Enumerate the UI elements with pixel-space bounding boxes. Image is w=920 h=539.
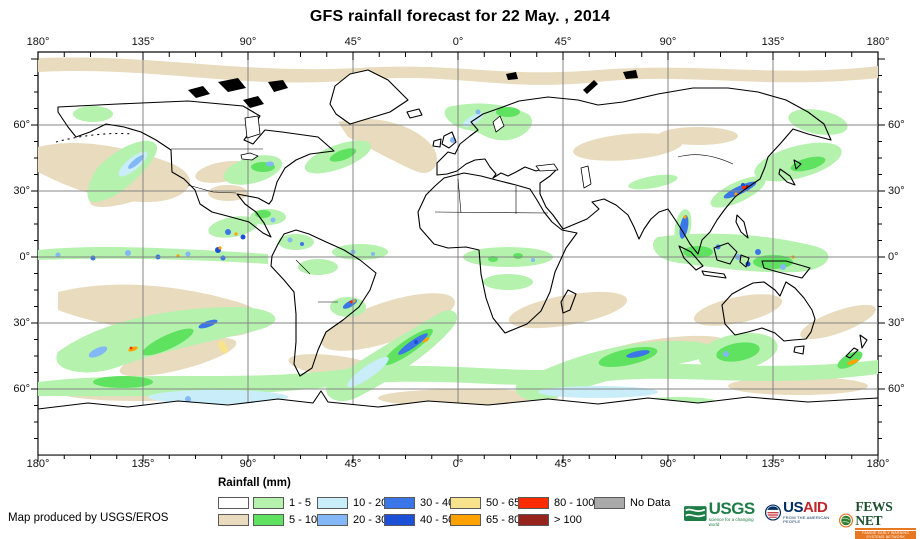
legend-swatch <box>218 497 249 509</box>
usgs-name: USGS <box>708 499 756 518</box>
lon-label: 135° <box>131 458 155 470</box>
lat-label: 60° <box>888 383 905 395</box>
lon-label: 180° <box>866 36 890 48</box>
axis-ticks <box>31 52 885 462</box>
legend-item: 50 - 65 <box>450 496 520 510</box>
lon-label: 180° <box>26 36 50 48</box>
lat-label: 60° <box>13 119 30 131</box>
lat-label: 30° <box>888 185 905 197</box>
lon-label: 135° <box>761 458 785 470</box>
usaid-seal-icon <box>765 503 782 521</box>
legend-item: 5 - 10 <box>253 513 317 527</box>
legend-item: 10 - 20 <box>317 496 387 510</box>
lat-label: 0° <box>888 251 899 263</box>
lat-label: 30° <box>13 185 30 197</box>
logos: USGS science for a changing world USAID … <box>684 500 916 539</box>
graticule-layer <box>38 52 878 455</box>
legend-item: 80 - 100 <box>518 496 594 510</box>
south-america-coast <box>270 229 377 377</box>
britain-coast <box>441 131 457 149</box>
lakes <box>240 115 592 189</box>
lat-label: 30° <box>13 317 30 329</box>
legend-item: 65 - 80 <box>450 513 520 527</box>
iceland-coast <box>406 108 423 119</box>
japan-coast <box>778 159 802 186</box>
lon-label: 45° <box>554 36 572 48</box>
legend-swatch <box>253 497 284 509</box>
africa-coast <box>417 172 578 334</box>
map-title: GFS rainfall forecast for 22 May. , 2014 <box>309 8 611 25</box>
lat-label: 60° <box>888 119 905 131</box>
lat-label: 0° <box>19 251 30 263</box>
lon-label: 90° <box>659 36 677 48</box>
legend-swatch <box>594 497 625 509</box>
legend-item: 1 - 5 <box>253 496 311 510</box>
usaid-name: USAID <box>783 499 828 516</box>
fewsnet-globe-icon <box>839 512 854 528</box>
lon-label: 45° <box>554 458 572 470</box>
aleutians-coast <box>55 132 134 143</box>
coastlines-layer <box>38 69 878 455</box>
lon-label: 0° <box>452 458 464 470</box>
usaid-logo: USAID FROM THE AMERICAN PEOPLE <box>765 500 832 524</box>
madagascar-coast <box>560 289 577 314</box>
lat-label: 60° <box>13 383 30 395</box>
fewsnet-logo: FEWS NET FAMINE EARLY WARNING SYSTEMS NE… <box>839 500 916 539</box>
lat-label: 30° <box>888 317 905 329</box>
legend-title: Rainfall (mm) <box>218 477 291 489</box>
lon-label: 90° <box>659 458 677 470</box>
usgs-logo: USGS science for a changing world <box>684 500 758 527</box>
lon-label: 90° <box>239 458 257 470</box>
legend-swatch <box>518 514 549 526</box>
credit-text: Map produced by USGS/EROS <box>8 512 169 524</box>
legend-item: 20 - 30 <box>317 513 387 527</box>
lon-label: 45° <box>344 36 362 48</box>
country-borders <box>171 148 734 303</box>
legend-swatch <box>384 514 415 526</box>
indonesia-coast <box>678 214 811 279</box>
legend-swatch <box>450 497 481 509</box>
ireland-coast <box>432 138 442 148</box>
usgs-flag-icon <box>684 505 707 521</box>
arctic-islands <box>188 70 638 108</box>
lon-label: 45° <box>344 458 362 470</box>
north-america-coast <box>57 100 335 238</box>
antarctica-coast <box>38 390 878 455</box>
lon-label: 135° <box>131 36 155 48</box>
lon-label: 180° <box>26 458 50 470</box>
usaid-tagline: FROM THE AMERICAN PEOPLE <box>783 515 830 524</box>
legend-item: No Data <box>594 496 670 510</box>
lon-label: 0° <box>452 36 464 48</box>
legend-swatch <box>450 514 481 526</box>
eurasia-coast <box>436 87 832 255</box>
australia-coast <box>721 281 816 342</box>
greenland-coast <box>329 69 409 125</box>
fewsnet-name: FEWS NET <box>855 500 916 530</box>
legend-item: 40 - 50 <box>384 513 454 527</box>
legend-item: 30 - 40 <box>384 496 454 510</box>
legend-swatch <box>317 514 348 526</box>
legend-swatch <box>317 497 348 509</box>
lon-label: 180° <box>866 458 890 470</box>
legend-item: > 100 <box>518 513 582 527</box>
legend-swatch <box>253 514 284 526</box>
legend-swatch <box>218 514 249 526</box>
usgs-tagline: science for a changing world <box>708 517 754 527</box>
lon-label: 135° <box>761 36 785 48</box>
legend-swatch <box>518 497 549 509</box>
new-zealand-coast <box>845 334 868 359</box>
tasmania-coast <box>793 345 805 355</box>
fewsnet-tagline: FAMINE EARLY WARNING SYSTEMS NETWORK <box>855 531 916 539</box>
lon-label: 90° <box>239 36 257 48</box>
legend-swatch <box>384 497 415 509</box>
